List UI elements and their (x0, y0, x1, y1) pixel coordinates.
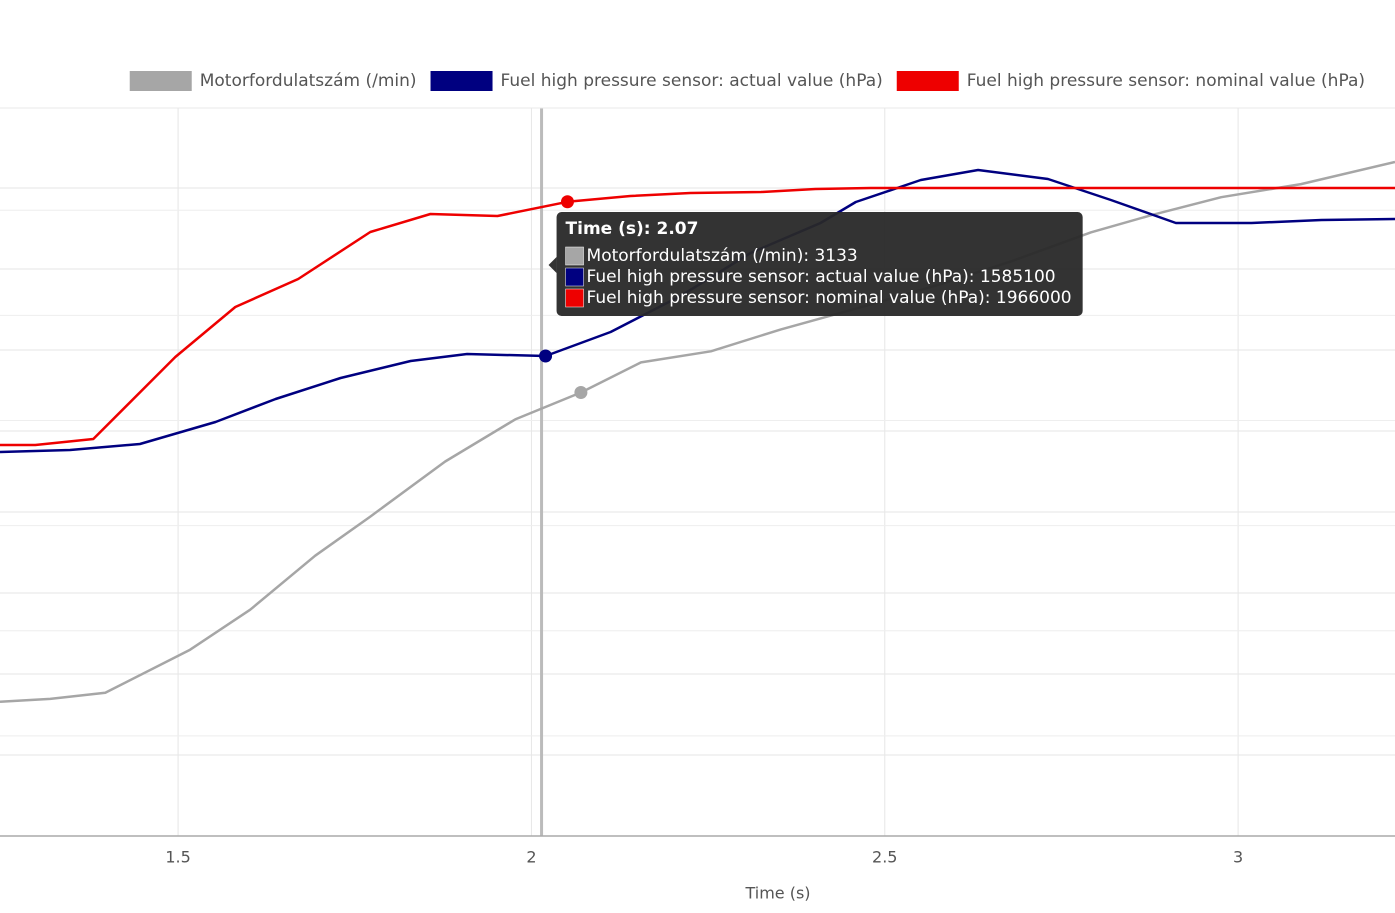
tooltip: Time (s): 2.07 Motorfordulatszám (/min): … (548, 212, 1083, 316)
legend-swatch (129, 71, 192, 91)
tooltip-item: Fuel high pressure sensor: actual value … (587, 267, 1056, 287)
series-line (0, 160, 1395, 704)
grid (0, 108, 1395, 836)
legend: Motorfordulatszám (/min) Fuel high pressu… (129, 71, 1365, 91)
legend-item: Fuel high pressure sensor: nominal value… (896, 71, 1365, 91)
legend-item: Motorfordulatszám (/min) (129, 71, 417, 91)
tooltip-item: Motorfordulatszám (/min): 3133 (587, 246, 858, 266)
tooltip-title: Time (s): 2.07 (566, 219, 699, 239)
hover-marker (539, 349, 553, 363)
tooltip-swatch (565, 246, 584, 266)
lines (0, 160, 1395, 704)
tooltip-swatch (565, 267, 584, 287)
legend-label: Fuel high pressure sensor: actual value … (501, 71, 883, 91)
series-line (0, 186, 1395, 447)
legend-label: Fuel high pressure sensor: nominal value… (967, 71, 1365, 91)
hover-marker (574, 386, 588, 400)
legend-swatch (896, 71, 959, 91)
x-tick-label: 3 (1233, 848, 1243, 867)
x-tick-label: 1.5 (165, 848, 190, 867)
hover-marker (560, 195, 574, 209)
legend-swatch (430, 71, 493, 91)
tooltip-arrow (548, 257, 557, 274)
legend-item: Fuel high pressure sensor: actual value … (430, 71, 883, 91)
x-axis-title: Time (s) (744, 884, 810, 903)
tooltip-box (556, 212, 1083, 316)
tooltip-item: Fuel high pressure sensor: nominal value… (587, 288, 1072, 308)
x-tick-label: 2.5 (872, 848, 897, 867)
legend-label: Motorfordulatszám (/min) (200, 71, 417, 91)
tooltip-swatch (565, 288, 584, 308)
x-tick-label: 2 (526, 848, 536, 867)
